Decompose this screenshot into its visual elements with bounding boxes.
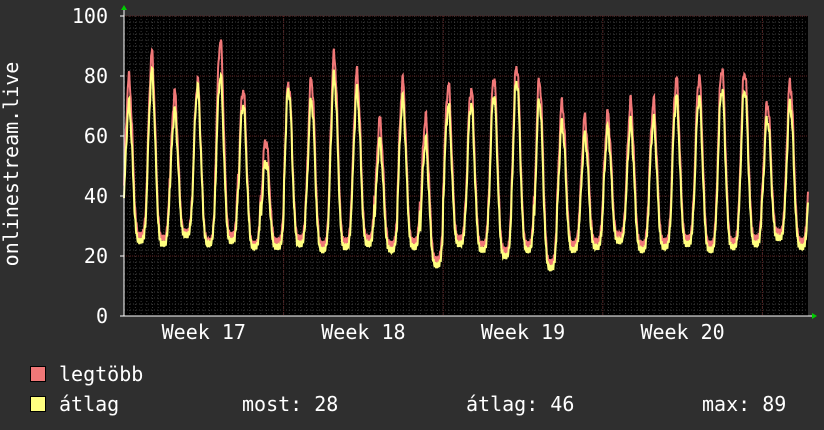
- legtobb-label: legtöbb: [59, 362, 144, 386]
- y-tick-label: 80: [84, 64, 108, 88]
- y-axis-label: onlinestream.live: [0, 62, 23, 267]
- atlag-label: átlag: [59, 392, 120, 416]
- stat-most: most: 28: [242, 392, 339, 416]
- atlag-swatch: [30, 396, 46, 412]
- legend: legtöbb átlag most: 28 átlag: 46 max: 89: [30, 362, 810, 422]
- y-tick-label: 40: [84, 184, 108, 208]
- y-tick-label: 100: [72, 4, 108, 28]
- y-tick-label: 20: [84, 244, 108, 268]
- series-line-atlag: [123, 65, 809, 272]
- y-tick-label: 60: [84, 124, 108, 148]
- x-tick-label: Week 17: [162, 320, 246, 344]
- y-tick-label: 0: [96, 304, 108, 328]
- y-axis-arrow-icon: [121, 5, 127, 10]
- x-tick-label: Week 20: [640, 320, 724, 344]
- x-axis-arrow-icon: [812, 313, 817, 319]
- x-tick-label: Week 18: [321, 320, 405, 344]
- legtobb-swatch: [30, 366, 46, 382]
- x-tick-label: Week 19: [481, 320, 565, 344]
- stat-atlag: átlag: 46: [466, 392, 575, 416]
- stat-max: max: 89: [702, 392, 787, 416]
